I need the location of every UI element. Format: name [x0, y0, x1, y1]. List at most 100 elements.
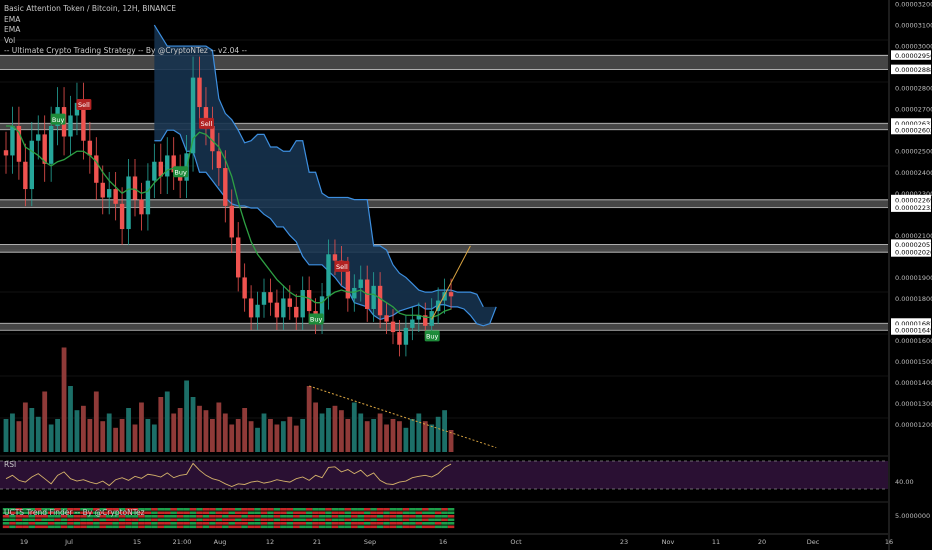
trend-cell [170, 525, 177, 529]
candle-body [223, 168, 228, 206]
trend-cell [106, 518, 113, 522]
candle [113, 172, 118, 221]
time-axis[interactable]: 19 Jul 15 21:00 Aug 12 21 Sep 16 Oct 23 Nov 11 20 Dec 1… [0, 533, 893, 546]
price-label-box [891, 202, 931, 212]
time-tick-label: 16 [885, 538, 893, 546]
signal-box [334, 260, 350, 272]
trend-cell [415, 508, 423, 511]
legend-strategy[interactable]: -- Ultimate Crypto Trading Strategy -- B… [4, 46, 247, 55]
trend-cell [73, 508, 81, 511]
trend-cell [118, 511, 126, 515]
trend-cell [151, 522, 158, 525]
rsi-label[interactable]: RSI [4, 460, 17, 469]
time-tick-label: Dec [807, 538, 820, 546]
legend-ema-2[interactable]: EMA [4, 25, 21, 34]
candle-body [371, 285, 376, 309]
trend-cell [215, 515, 223, 518]
ema-fast-line [6, 125, 452, 319]
trend-cell [338, 522, 345, 525]
time-tick-label: 21 [313, 538, 321, 546]
trend-cell [422, 522, 429, 525]
candle [448, 278, 454, 310]
legend-ema-1[interactable]: EMA [4, 14, 21, 24]
trend-cell [164, 515, 171, 518]
candle [300, 276, 305, 330]
trend-cell [170, 508, 177, 511]
trend-cell [86, 522, 94, 525]
trend-cell [202, 518, 210, 522]
trend-cell [383, 518, 390, 522]
trend-cell [138, 522, 145, 525]
volume-bar [358, 413, 364, 452]
price-label-box [891, 239, 931, 249]
trend-cell [299, 515, 306, 518]
trend-cell [125, 518, 132, 522]
signals[interactable]: Buy Sell Buy Sell Buy Sell Buy [50, 98, 440, 342]
candle-body [87, 140, 93, 156]
trend-cell [118, 518, 126, 522]
trend-cell [447, 515, 455, 518]
trend-cell [9, 515, 16, 518]
trend-cell [267, 508, 274, 511]
price-label-text: 0.00002057 [895, 241, 932, 249]
volume-bar [35, 416, 41, 452]
rsi-panel[interactable] [0, 455, 888, 500]
trend-cell [144, 525, 152, 529]
trend-cell [209, 508, 216, 511]
sell-signal: Sell [76, 98, 92, 110]
legend-volume[interactable]: Vol [4, 35, 16, 45]
trend-cell [338, 525, 345, 529]
candle-body [23, 161, 28, 190]
trend-cell [389, 515, 397, 518]
trend-cell [99, 522, 106, 525]
candle-body [281, 298, 286, 318]
trend-cell [396, 525, 403, 529]
trend-finder-label[interactable]: UCTS Trend Finder -- By @CryptoNTez [4, 508, 145, 517]
trend-finder-panel[interactable] [0, 501, 888, 529]
price-axis[interactable]: 0.00003200 0.00003100 0.00003000 0.00002800… [888, 0, 932, 550]
trend-cell [318, 518, 326, 522]
trend-cell [415, 525, 423, 529]
volume-bar [81, 405, 86, 452]
volume-bar [248, 421, 254, 452]
trend-cell [254, 508, 261, 511]
trend-cell [125, 511, 132, 515]
volume-bar [390, 419, 396, 452]
trend-cell [228, 508, 235, 511]
trend-cell [402, 518, 410, 522]
signal-label: Buy [52, 116, 65, 124]
trend-cell [15, 515, 23, 518]
candle [139, 182, 144, 231]
price-tick-label: 0.00001200 [895, 421, 932, 429]
volume-bar [22, 402, 28, 452]
trend-cell [41, 511, 48, 515]
trend-cell [402, 511, 410, 515]
trend-cell [241, 515, 248, 518]
trend-cell [402, 525, 410, 529]
symbol-title[interactable]: Basic Attention Token / Bitcoin, 12H, BI… [4, 4, 176, 13]
signal-box [308, 313, 324, 325]
trend-cell [189, 511, 197, 515]
candle-body [36, 134, 41, 141]
candle-body [332, 254, 338, 261]
trend-cell [125, 522, 132, 525]
trend-cell [176, 515, 184, 518]
candle-body [203, 107, 209, 126]
candle [319, 283, 325, 335]
volume-bar [326, 408, 331, 452]
trend-cell [331, 522, 339, 525]
trend-cell [338, 518, 345, 522]
trend-cell [93, 511, 100, 515]
trend-cell [144, 522, 152, 525]
volume-bar [442, 410, 447, 452]
candle-body [119, 203, 125, 230]
trend-cell [176, 518, 184, 522]
trend-cell [112, 522, 119, 525]
trend-cell [151, 518, 158, 522]
volume-bar [268, 419, 273, 452]
candle [158, 143, 163, 194]
candle [10, 106, 15, 174]
candle [261, 278, 267, 318]
volume-bar [42, 391, 48, 452]
